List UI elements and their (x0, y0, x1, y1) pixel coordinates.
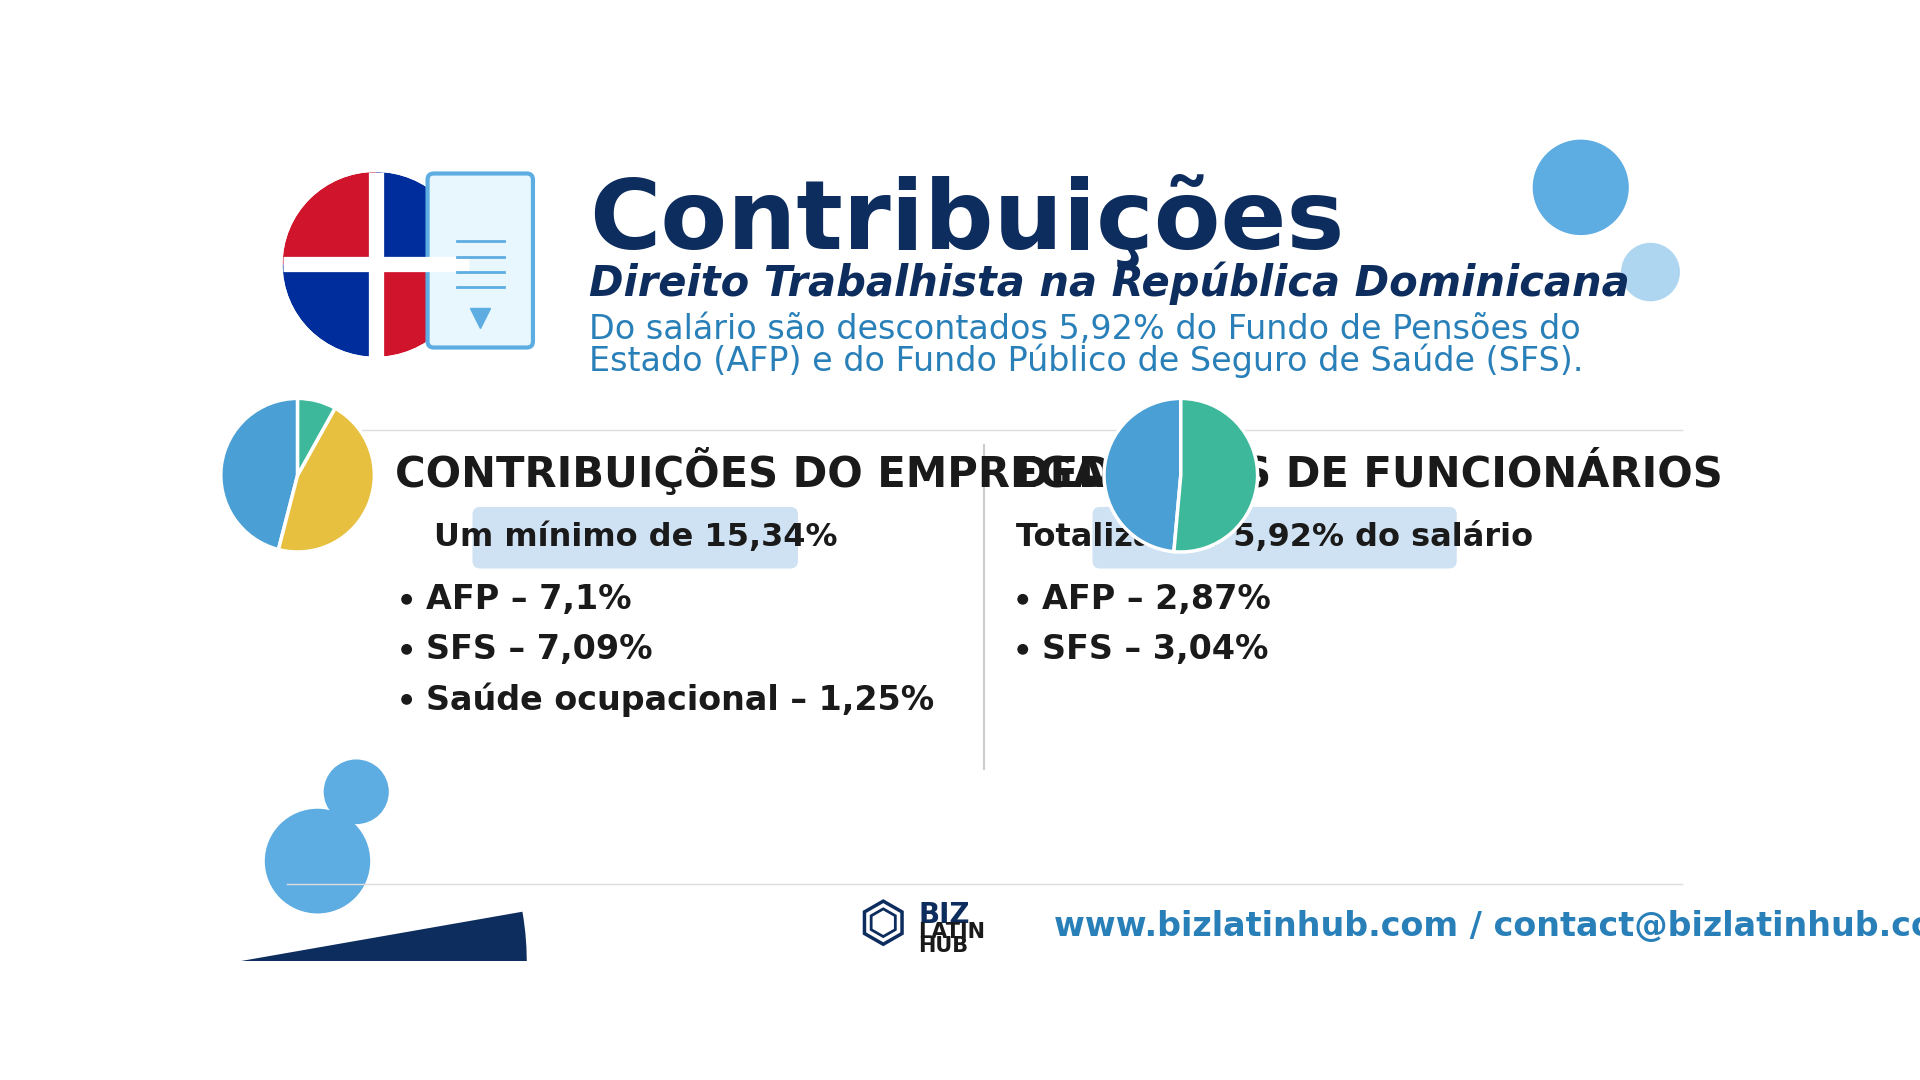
Text: AFP – 2,87%: AFP – 2,87% (1043, 583, 1271, 616)
Wedge shape (221, 399, 298, 550)
Text: Totalizando 5,92% do salário: Totalizando 5,92% do salário (1016, 523, 1534, 553)
Circle shape (1620, 243, 1680, 301)
Text: Contribuições: Contribuições (589, 175, 1344, 269)
Text: AFP – 7,1%: AFP – 7,1% (426, 583, 632, 616)
Circle shape (401, 594, 413, 605)
Text: Um mínimo de 15,34%: Um mínimo de 15,34% (434, 523, 837, 553)
Circle shape (265, 809, 371, 914)
FancyBboxPatch shape (472, 507, 799, 568)
Wedge shape (1173, 399, 1258, 552)
Circle shape (1018, 644, 1029, 654)
Text: www.bizlatinhub.com / contact@bizlatinhub.com: www.bizlatinhub.com / contact@bizlatinhu… (1054, 910, 1920, 943)
Circle shape (401, 694, 413, 705)
Circle shape (1018, 594, 1029, 605)
Text: HUB: HUB (918, 935, 968, 956)
Wedge shape (1104, 399, 1181, 552)
Text: SFS – 7,09%: SFS – 7,09% (426, 633, 653, 666)
FancyBboxPatch shape (1092, 507, 1457, 568)
Wedge shape (278, 408, 374, 552)
Text: Do salário são descontados 5,92% do Fundo de Pensões do: Do salário são descontados 5,92% do Fund… (589, 313, 1580, 347)
Wedge shape (240, 912, 526, 1080)
Text: Direito Trabalhista na República Dominicana: Direito Trabalhista na República Dominic… (589, 261, 1630, 306)
Circle shape (401, 644, 413, 654)
FancyBboxPatch shape (428, 174, 534, 348)
Text: CONTRIBUIÇÕES DO EMPREGADOR: CONTRIBUIÇÕES DO EMPREGADOR (396, 448, 1208, 496)
Text: Saúde ocupacional – 1,25%: Saúde ocupacional – 1,25% (426, 683, 935, 717)
Wedge shape (376, 265, 468, 356)
Wedge shape (298, 399, 334, 475)
Circle shape (324, 759, 388, 824)
Text: LATIN: LATIN (918, 922, 985, 942)
Text: Estado (AFP) e do Fundo Público de Seguro de Saúde (SFS).: Estado (AFP) e do Fundo Público de Segur… (589, 343, 1584, 378)
Text: SFS – 3,04%: SFS – 3,04% (1043, 633, 1269, 666)
Wedge shape (282, 172, 376, 265)
Wedge shape (1450, 0, 1728, 130)
Wedge shape (376, 172, 468, 265)
Wedge shape (282, 265, 376, 356)
Circle shape (1532, 139, 1628, 235)
Text: BIZ: BIZ (918, 901, 970, 929)
Text: DEDUÇÕES DE FUNCIONÁRIOS: DEDUÇÕES DE FUNCIONÁRIOS (1016, 448, 1722, 496)
